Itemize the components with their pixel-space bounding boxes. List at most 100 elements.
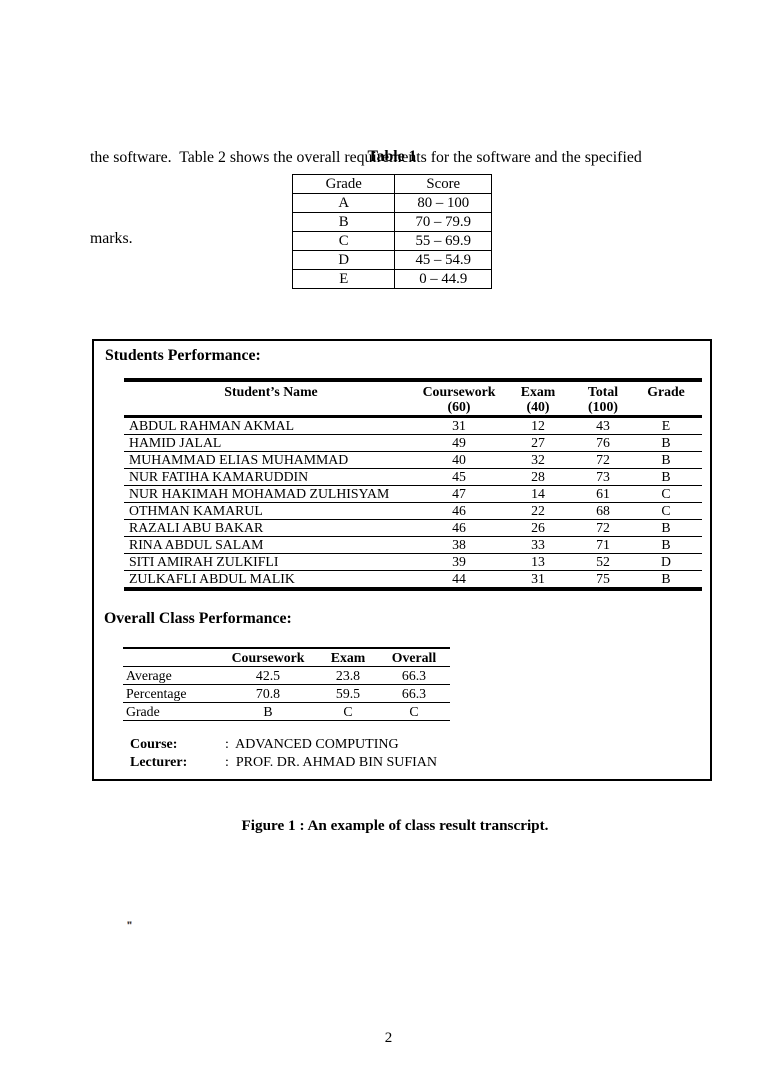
- exam-cell: 31: [531, 571, 545, 586]
- coursework-cell: 40: [452, 452, 466, 467]
- header-line: Exam: [520, 384, 556, 399]
- course-row: Course: : ADVANCED COMPUTING: [130, 736, 437, 754]
- table-row: RAZALI ABU BAKAR 46 26 72 B: [124, 520, 702, 537]
- exam-cell: 27: [531, 435, 545, 450]
- page-number: 2: [384, 1030, 393, 1046]
- table1-title: Table 1: [367, 148, 417, 165]
- course-info-block: Course: : ADVANCED COMPUTING Lecturer: :…: [130, 736, 437, 772]
- student-name-cell: HAMID JALAL: [129, 435, 222, 450]
- total-cell: 71: [596, 537, 610, 552]
- row-label: Average: [126, 668, 172, 683]
- grade-cell: C: [291, 231, 396, 251]
- grade-cell: E: [661, 418, 671, 433]
- exam-cell: 33: [531, 537, 545, 552]
- coursework-cell: 39: [452, 554, 466, 569]
- score-cell: 0 – 44.9: [394, 269, 492, 289]
- table-header-row: Grade Score: [291, 174, 492, 194]
- score-cell: 55 – 69.9: [394, 231, 492, 251]
- coursework-cell: 46: [452, 520, 466, 535]
- header-line: Coursework: [422, 384, 496, 399]
- overall-cell: 66.3: [401, 668, 427, 683]
- grade-cell: B: [291, 212, 396, 232]
- grade-cell: B: [661, 571, 671, 586]
- overall-performance-heading: Overall Class Performance:: [104, 610, 292, 627]
- student-name-cell: RINA ABDUL SALAM: [129, 537, 264, 552]
- grade-column-header: Grade: [291, 174, 396, 194]
- lecturer-row: Lecturer: : PROF. DR. AHMAD BIN SUFIAN: [130, 754, 437, 772]
- score-cell: 70 – 79.9: [394, 212, 492, 232]
- total-cell: 52: [596, 554, 610, 569]
- grade-cell: C: [661, 503, 671, 518]
- coursework-cell: B: [263, 704, 273, 719]
- header-line: (60): [447, 399, 471, 414]
- grade-cell: D: [661, 554, 671, 569]
- coursework-column-header: Coursework: [231, 650, 305, 665]
- student-name-cell: OTHMAN KAMARUL: [129, 503, 263, 518]
- empty-header-cell: [123, 648, 218, 667]
- score-cell: 45 – 54.9: [394, 250, 492, 270]
- table-row: C 55 – 69.9: [291, 231, 492, 251]
- total-cell: 68: [596, 503, 610, 518]
- grade-scale-table: Grade Score A 80 – 100 B 70 – 79.9 C 55 …: [291, 174, 492, 289]
- grade-cell: A: [291, 193, 396, 213]
- exam-cell: 13: [531, 554, 545, 569]
- header-line: [124, 399, 418, 414]
- students-performance-table: Student’s Name Coursework (60) Exam (40)…: [124, 378, 702, 591]
- course-value: : ADVANCED COMPUTING: [225, 737, 399, 752]
- header-line: (100): [588, 399, 618, 414]
- intro-paragraph: the software. Table 2 shows the overall …: [90, 90, 730, 306]
- score-cell: 80 – 100: [394, 193, 492, 213]
- coursework-cell: 47: [452, 486, 466, 501]
- total-cell: 43: [596, 418, 610, 433]
- intro-line: marks.: [90, 230, 133, 247]
- exam-cell: 26: [531, 520, 545, 535]
- exam-column-header: Exam: [330, 650, 366, 665]
- student-name-cell: ZULKAFLI ABDUL MALIK: [129, 571, 295, 586]
- exam-column-header: Exam (40): [500, 380, 576, 417]
- stray-quote-mark: ": [127, 918, 132, 932]
- total-cell: 61: [596, 486, 610, 501]
- table-header-row: Student’s Name Coursework (60) Exam (40)…: [124, 380, 702, 417]
- coursework-cell: 44: [452, 571, 466, 586]
- grade-cell: E: [291, 269, 396, 289]
- student-name-cell: MUHAMMAD ELIAS MUHAMMAD: [129, 452, 349, 467]
- lecturer-label: Lecturer:: [130, 755, 188, 770]
- grade-cell: C: [661, 486, 671, 501]
- exam-cell: 32: [531, 452, 545, 467]
- header-line: Grade: [647, 384, 685, 399]
- exam-cell: 59.5: [335, 686, 361, 701]
- table-row: ABDUL RAHMAN AKMAL 31 12 43 E: [124, 417, 702, 435]
- table-row: Percentage 70.8 59.5 66.3: [123, 685, 450, 703]
- exam-cell: 12: [531, 418, 545, 433]
- header-line: [630, 399, 702, 414]
- table-row: SITI AMIRAH ZULKIFLI 39 13 52 D: [124, 554, 702, 571]
- coursework-cell: 70.8: [255, 686, 281, 701]
- grade-cell: D: [291, 250, 396, 270]
- coursework-cell: 49: [452, 435, 466, 450]
- student-name-cell: SITI AMIRAH ZULKIFLI: [129, 554, 279, 569]
- coursework-cell: 31: [452, 418, 466, 433]
- table-row: A 80 – 100: [291, 193, 492, 213]
- grade-cell: B: [661, 537, 671, 552]
- overall-cell: 66.3: [401, 686, 427, 701]
- student-name-cell: NUR FATIHA KAMARUDDIN: [129, 469, 309, 484]
- total-cell: 72: [596, 452, 610, 467]
- table-row: HAMID JALAL 49 27 76 B: [124, 435, 702, 452]
- coursework-cell: 38: [452, 537, 466, 552]
- overall-column-header: Overall: [391, 650, 437, 665]
- total-cell: 72: [596, 520, 610, 535]
- student-name-cell: ABDUL RAHMAN AKMAL: [129, 418, 295, 433]
- intro-line: the software. Table 2 shows the overall …: [90, 149, 642, 166]
- total-cell: 76: [596, 435, 610, 450]
- table-row: MUHAMMAD ELIAS MUHAMMAD 40 32 72 B: [124, 452, 702, 469]
- total-cell: 75: [596, 571, 610, 586]
- overall-performance-table: Coursework Exam Overall Average 42.5 23.…: [123, 647, 450, 721]
- figure-caption: Figure 1 : An example of class result tr…: [241, 817, 549, 834]
- students-performance-heading: Students Performance:: [105, 347, 261, 364]
- table-row: RINA ABDUL SALAM 38 33 71 B: [124, 537, 702, 554]
- grade-column-header: Grade: [630, 380, 702, 417]
- score-column-header: Score: [394, 174, 492, 194]
- total-cell: 73: [596, 469, 610, 484]
- table-header-row: Coursework Exam Overall: [123, 648, 450, 667]
